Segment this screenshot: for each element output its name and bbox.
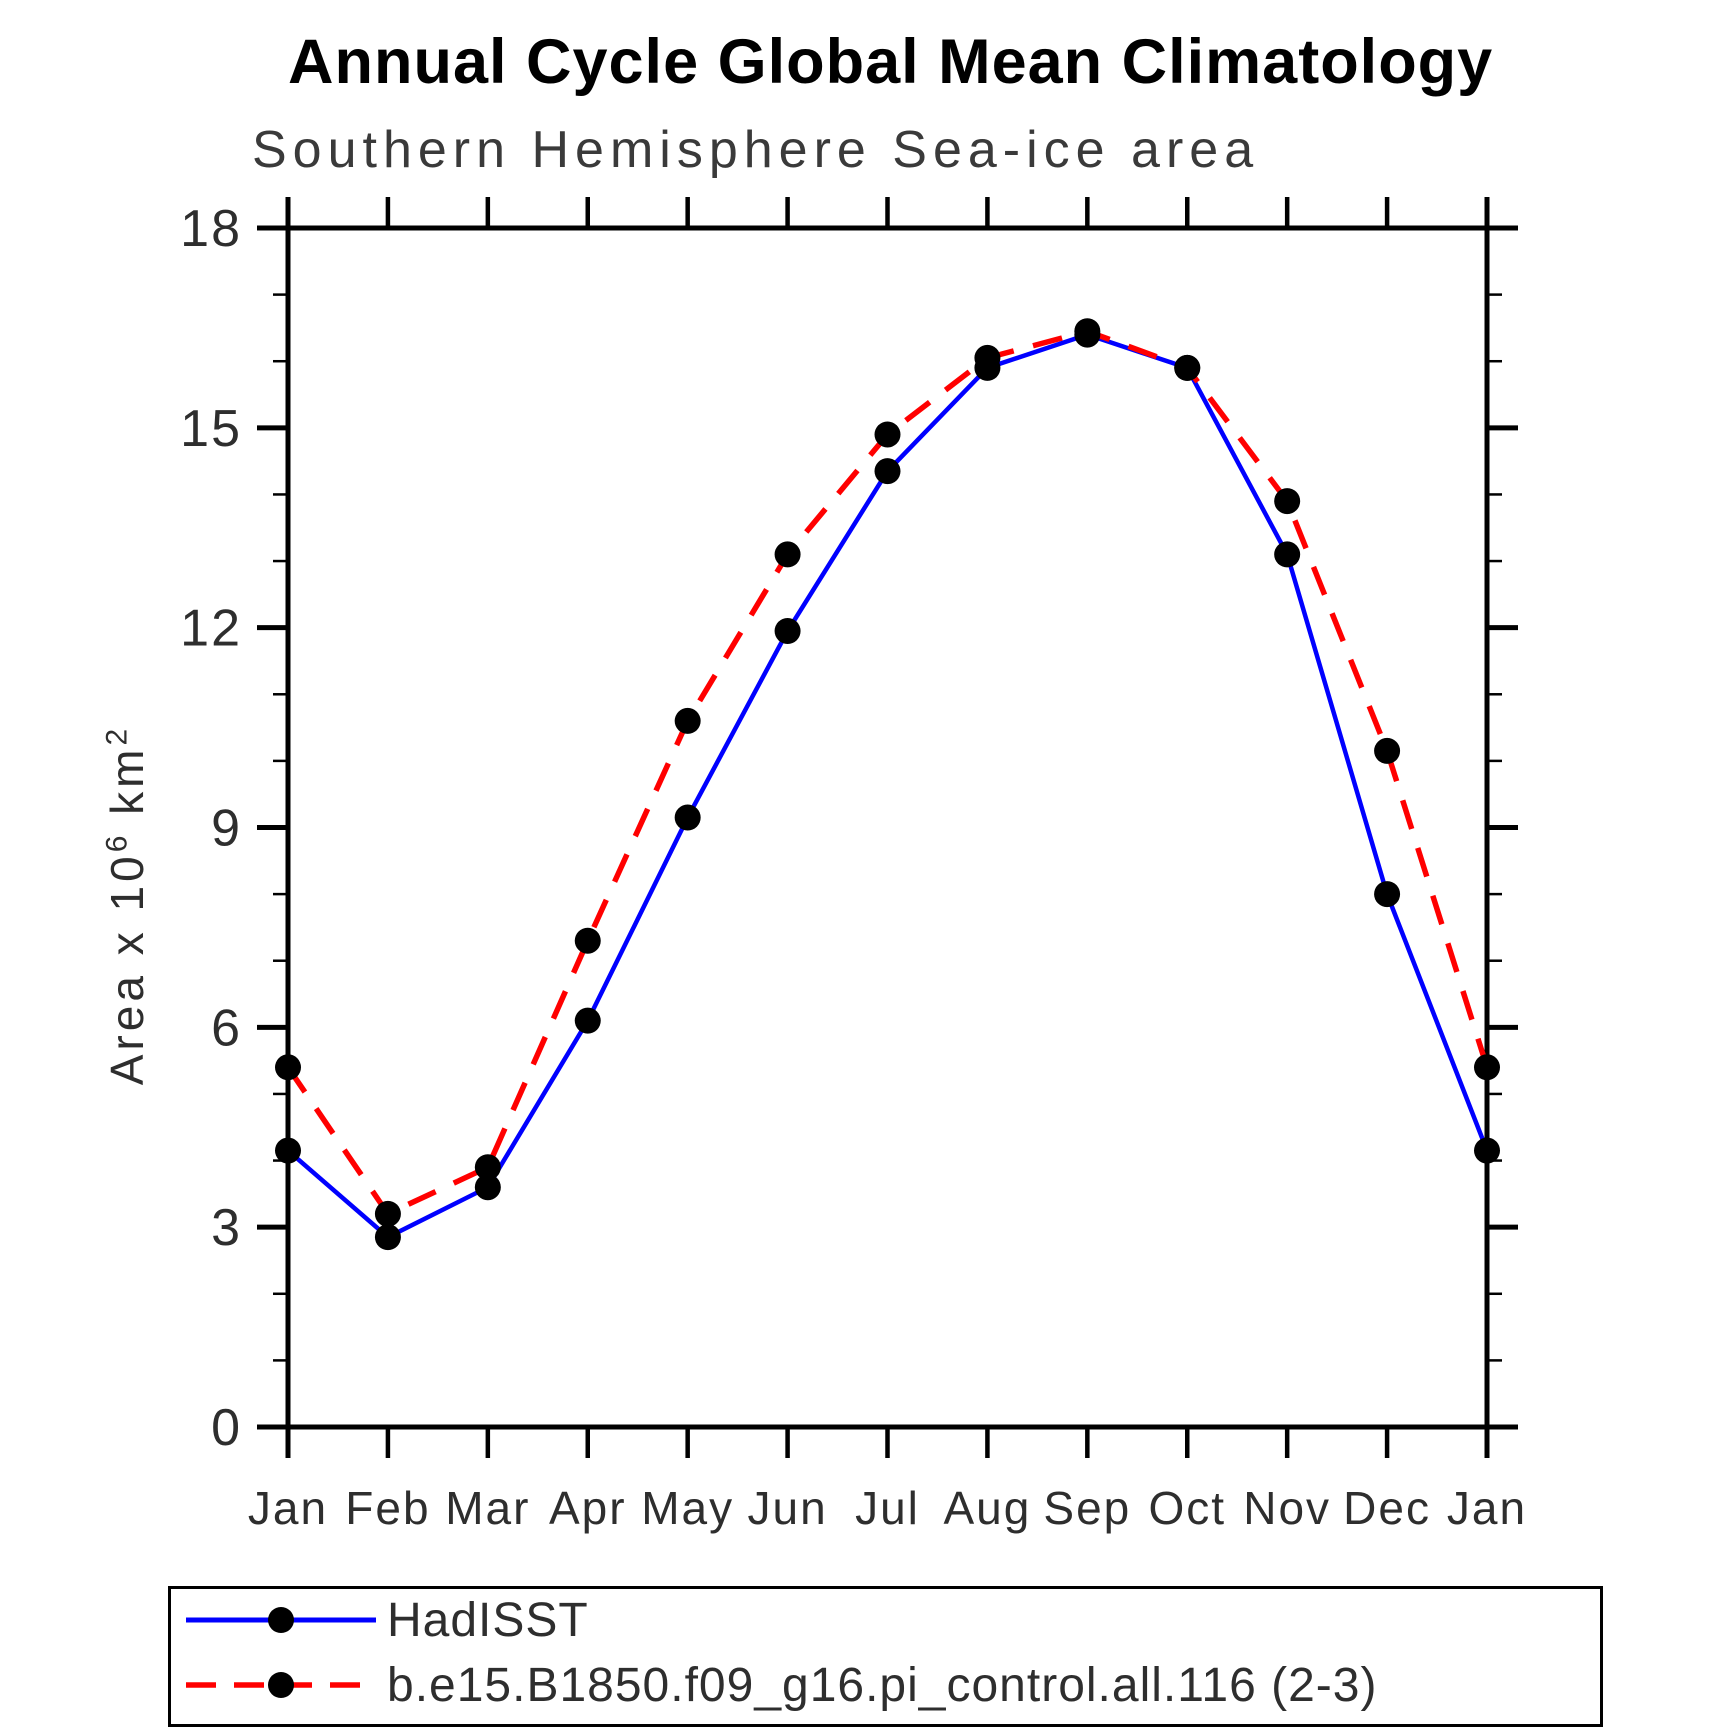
data-point-marker (275, 1054, 301, 1081)
data-point-marker (1474, 1137, 1500, 1164)
legend-entry-hadisst: HadISST (181, 1590, 589, 1650)
data-point-marker (1074, 318, 1101, 345)
legend-entry-model: b.e15.B1850.f09_g16.pi_control.all.116 (… (181, 1655, 1377, 1715)
legend-sample-line-dashed (186, 1672, 376, 1698)
data-point-marker (1174, 354, 1201, 381)
y-tick-label: 15 (180, 400, 242, 458)
x-tick-label: Aug (943, 1482, 1031, 1534)
x-tick-label: Oct (1148, 1482, 1226, 1534)
y-tick-label: 18 (180, 200, 242, 258)
data-point-marker (474, 1174, 501, 1201)
x-tick-label: Sep (1043, 1482, 1131, 1534)
x-tick-label: Jun (747, 1482, 827, 1534)
y-axis-title-unit-exponent: 2 (100, 724, 134, 746)
data-point-marker (1474, 1054, 1500, 1081)
y-axis-title: Area x 106 km2 (100, 725, 154, 1085)
legend-label: b.e15.B1850.f09_g16.pi_control.all.116 (… (387, 1658, 1378, 1712)
x-tick-label: Mar (445, 1482, 530, 1534)
y-tick-label: 3 (211, 1199, 242, 1257)
legend-marker-icon (268, 1672, 294, 1698)
y-tick-label: 9 (211, 800, 242, 858)
data-point-marker (574, 927, 601, 954)
legend-marker-icon (268, 1607, 294, 1633)
x-tick-label: Nov (1243, 1482, 1331, 1534)
data-point-marker (974, 344, 1001, 371)
data-point-marker (1374, 881, 1401, 908)
data-point-marker (374, 1200, 401, 1227)
y-axis-title-text: Area x 10 (101, 852, 153, 1086)
x-tick-label: Jan (1447, 1482, 1527, 1534)
data-point-marker (374, 1224, 401, 1251)
data-point-marker (674, 804, 701, 831)
data-point-marker (874, 458, 901, 485)
x-tick-label: Feb (345, 1482, 430, 1534)
chart-title: Annual Cycle Global Mean Climatology (288, 27, 1494, 97)
y-tick-label: 6 (211, 999, 242, 1057)
data-point-marker (1274, 541, 1301, 568)
y-axis-title-exponent: 6 (100, 831, 134, 853)
data-point-marker (574, 1007, 601, 1034)
data-point-marker (774, 617, 801, 644)
data-point-marker (1274, 488, 1301, 515)
legend-label: HadISST (387, 1593, 589, 1647)
legend-box: HadISST b.e15.B1850.f09_g16.pi_control.a… (168, 1586, 1603, 1727)
data-point-marker (1374, 737, 1401, 764)
x-tick-label: Dec (1343, 1482, 1431, 1534)
data-point-marker (674, 707, 701, 734)
data-point-marker (275, 1137, 301, 1164)
x-tick-label: May (641, 1482, 734, 1534)
data-point-marker (774, 541, 801, 568)
y-tick-label: 12 (180, 600, 242, 658)
y-axis-title-unit: km (101, 745, 153, 832)
x-tick-label: Apr (549, 1482, 627, 1534)
x-tick-label: Jul (855, 1482, 920, 1534)
chart-subtitle: Southern Hemisphere Sea-ice area (252, 121, 1260, 179)
legend-sample-line-solid (186, 1607, 376, 1633)
data-point-marker (474, 1154, 501, 1181)
y-tick-label: 0 (211, 1399, 242, 1457)
x-tick-label: Jan (248, 1482, 328, 1534)
data-point-marker (874, 421, 901, 448)
